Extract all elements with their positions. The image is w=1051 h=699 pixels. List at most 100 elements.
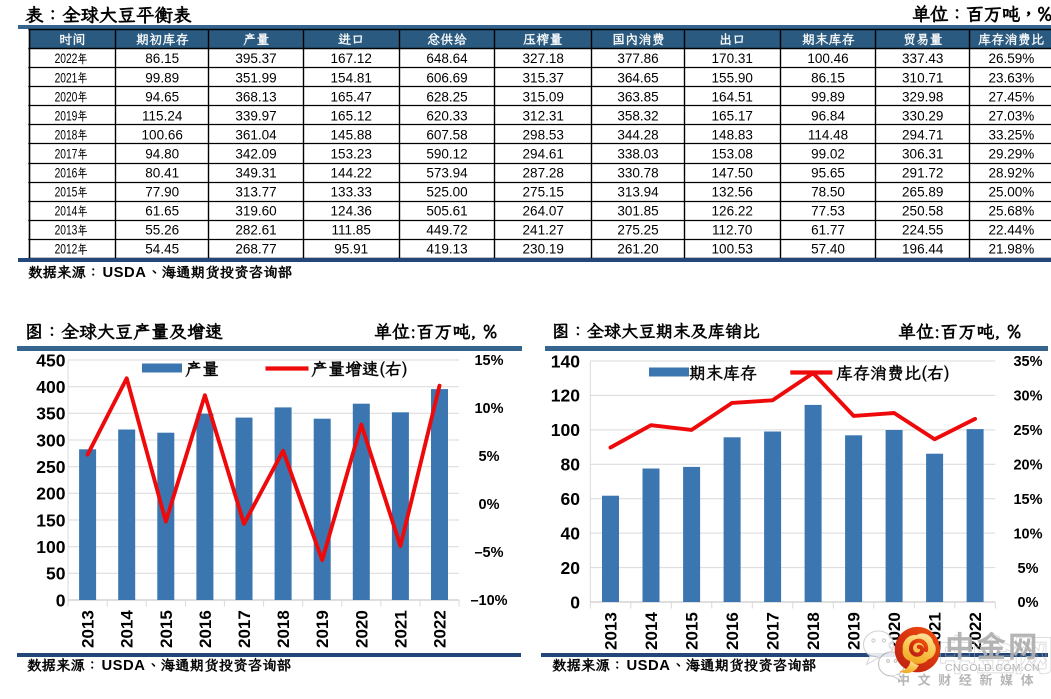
svg-text:15%: 15% [474, 353, 503, 369]
svg-text:294.71: 294.71 [902, 127, 943, 142]
svg-text:2017: 2017 [764, 612, 783, 650]
svg-text:265.89: 265.89 [902, 185, 943, 200]
svg-text:628.25: 628.25 [426, 89, 467, 104]
svg-text:224.55: 224.55 [902, 223, 943, 238]
svg-text:2021: 2021 [55, 70, 78, 85]
svg-text:100.46: 100.46 [807, 51, 848, 66]
svg-text:298.53: 298.53 [523, 127, 564, 142]
svg-text:2015: 2015 [683, 612, 702, 650]
svg-text:170.31: 170.31 [712, 51, 753, 66]
svg-text:2019: 2019 [313, 610, 332, 648]
svg-text:33.25%: 33.25% [989, 127, 1035, 142]
svg-text:620.33: 620.33 [426, 108, 467, 123]
svg-text:35%: 35% [1013, 354, 1042, 370]
svg-text:111.85: 111.85 [332, 223, 371, 238]
svg-text:100.53: 100.53 [712, 242, 753, 257]
svg-text:21.98%: 21.98% [989, 242, 1035, 257]
svg-text:2013: 2013 [602, 612, 621, 650]
svg-text:2014: 2014 [55, 204, 78, 219]
svg-text:313.77: 313.77 [235, 185, 276, 200]
svg-text:264.07: 264.07 [523, 204, 564, 219]
svg-text:100.66: 100.66 [142, 127, 183, 142]
svg-text:315.09: 315.09 [523, 89, 564, 104]
svg-text:2014: 2014 [642, 612, 661, 650]
svg-text:291.72: 291.72 [902, 166, 943, 181]
svg-text:2018: 2018 [55, 127, 78, 142]
svg-text:2018: 2018 [274, 610, 293, 648]
svg-text:153.08: 153.08 [712, 147, 753, 162]
svg-text:100: 100 [551, 420, 580, 440]
svg-text:86.15: 86.15 [145, 51, 179, 66]
svg-text:2016: 2016 [196, 610, 215, 648]
svg-text:2021: 2021 [391, 610, 410, 648]
svg-text:80.41: 80.41 [145, 166, 179, 181]
svg-text:312.31: 312.31 [523, 108, 564, 123]
svg-text:114.48: 114.48 [808, 127, 848, 142]
svg-text:361.04: 361.04 [235, 127, 277, 142]
svg-text:99.89: 99.89 [811, 89, 845, 104]
svg-text:306.31: 306.31 [902, 147, 943, 162]
svg-text:2022: 2022 [431, 610, 450, 648]
svg-text:2017: 2017 [235, 610, 254, 648]
svg-text:250.58: 250.58 [902, 204, 943, 219]
svg-text:282.61: 282.61 [235, 223, 276, 238]
svg-text:99.89: 99.89 [145, 70, 179, 85]
svg-text:50: 50 [46, 564, 66, 584]
svg-text:40: 40 [561, 523, 581, 543]
svg-text:94.65: 94.65 [145, 89, 179, 104]
svg-text:449.72: 449.72 [426, 223, 467, 238]
svg-text:294.61: 294.61 [523, 147, 564, 162]
svg-text:148.83: 148.83 [712, 127, 753, 142]
svg-text:319.60: 319.60 [235, 204, 276, 219]
svg-text:590.12: 590.12 [426, 147, 467, 162]
svg-text:10%: 10% [474, 401, 503, 417]
svg-text:349.31: 349.31 [235, 166, 276, 181]
svg-text:2020: 2020 [55, 89, 78, 104]
svg-text:0%: 0% [1018, 595, 1039, 611]
svg-text:337.43: 337.43 [902, 51, 943, 66]
svg-text:287.28: 287.28 [523, 166, 564, 181]
svg-text:25.68%: 25.68% [989, 204, 1035, 219]
svg-text:275.15: 275.15 [523, 185, 564, 200]
svg-text:2018: 2018 [804, 612, 823, 650]
svg-text:77.90: 77.90 [145, 185, 179, 200]
svg-text:USDA: USDA [101, 658, 145, 674]
svg-text:30%: 30% [1013, 389, 1042, 405]
svg-text:395.37: 395.37 [235, 51, 276, 66]
svg-text:5%: 5% [1018, 561, 1039, 577]
svg-text:196.44: 196.44 [902, 242, 944, 257]
svg-text:0: 0 [56, 590, 66, 610]
svg-text:165.12: 165.12 [331, 108, 372, 123]
svg-text:2013: 2013 [55, 223, 78, 238]
svg-text:2014: 2014 [118, 610, 137, 648]
svg-text:0: 0 [570, 592, 580, 612]
svg-text:124.36: 124.36 [331, 204, 372, 219]
svg-text:400: 400 [36, 377, 65, 397]
svg-text:96.84: 96.84 [811, 108, 845, 123]
svg-text:338.03: 338.03 [617, 147, 658, 162]
svg-text:573.94: 573.94 [426, 166, 468, 181]
svg-text:10%: 10% [1013, 526, 1042, 542]
svg-text:28.92%: 28.92% [989, 166, 1035, 181]
svg-text:145.88: 145.88 [331, 127, 372, 142]
svg-text:358.32: 358.32 [617, 108, 658, 123]
svg-text:99.02: 99.02 [811, 147, 845, 162]
svg-text:339.97: 339.97 [235, 108, 276, 123]
svg-text:329.98: 329.98 [902, 89, 943, 104]
svg-text:80: 80 [561, 455, 581, 475]
svg-text:525.00: 525.00 [426, 185, 467, 200]
svg-text:167.12: 167.12 [331, 51, 372, 66]
svg-text:126.22: 126.22 [712, 204, 753, 219]
svg-text:112.70: 112.70 [712, 223, 752, 238]
svg-text:330.78: 330.78 [617, 166, 658, 181]
svg-text:648.64: 648.64 [426, 51, 468, 66]
svg-text:61.65: 61.65 [145, 204, 179, 219]
svg-text:27.03%: 27.03% [989, 108, 1035, 123]
svg-text:606.69: 606.69 [426, 70, 467, 85]
svg-text:351.99: 351.99 [235, 70, 276, 85]
svg-text:144.22: 144.22 [331, 166, 372, 181]
svg-text:261.20: 261.20 [617, 242, 658, 257]
svg-text:27.45%: 27.45% [989, 89, 1035, 104]
svg-text:419.13: 419.13 [426, 242, 467, 257]
svg-text:132.56: 132.56 [712, 185, 753, 200]
